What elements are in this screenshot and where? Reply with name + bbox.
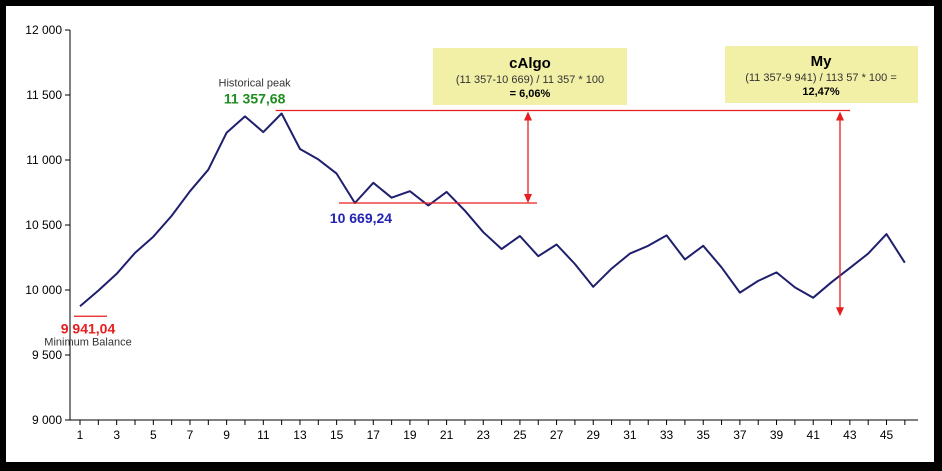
x-tick-label: 41 [807, 428, 821, 442]
y-tick-label: 9 500 [32, 348, 62, 362]
chart-frame: 9 000 9 500 10 000 10 500 11 000 11 500 12 000… [6, 6, 934, 462]
x-tick-label: 1 [77, 428, 84, 442]
calgo-drawdown-arrow [524, 111, 532, 203]
x-tick-label: 9 [223, 428, 230, 442]
x-tick-label: 15 [330, 428, 344, 442]
min-caption: Minimum Balance [44, 336, 131, 348]
y-tick-label: 9 000 [32, 413, 62, 427]
calgo-formula: (11 357-10 669) / 11 357 * 100 [456, 74, 604, 86]
arrow-head-up [524, 111, 532, 121]
x-tick-label: 3 [113, 428, 120, 442]
drawdown-chart: 9 000 9 500 10 000 10 500 11 000 11 500 12 000… [25, 23, 918, 442]
peak-value-label: 11 357,68 [224, 91, 286, 107]
x-axis: 1 3 5 7 9 11 13 15 17 19 21 23 25 27 29 31 33 35 37 39 41 43 4… [77, 420, 906, 442]
y-tick-label: 10 500 [25, 218, 62, 232]
x-tick-label: 11 [257, 428, 270, 442]
x-tick-label: 37 [733, 428, 747, 442]
x-tick-label: 39 [770, 428, 784, 442]
x-tick-label: 29 [587, 428, 601, 442]
x-tick-label: 27 [550, 428, 564, 442]
x-tick-label: 17 [367, 428, 381, 442]
balance-series-line [79, 112, 906, 308]
x-tick-label: 33 [660, 428, 674, 442]
x-tick-label: 25 [513, 428, 527, 442]
y-tick-label: 12 000 [25, 23, 62, 37]
x-tick-label: 43 [843, 428, 857, 442]
x-tick-label: 21 [440, 428, 454, 442]
arrow-head-up [836, 111, 844, 121]
min-value-label: 9 941,04 [61, 320, 116, 336]
calgo-formula-box: cAlgo (11 357-10 669) / 11 357 * 100 = 6… [433, 48, 627, 105]
y-tick-label: 11 000 [26, 153, 62, 167]
my-formula-box: My (11 357-9 941) / 113 57 * 100 = 12,47… [725, 46, 918, 103]
series-layer [79, 112, 906, 308]
x-tick-label: 19 [403, 428, 417, 442]
calgo-title: cAlgo [509, 55, 551, 72]
x-tick-label: 7 [187, 428, 194, 442]
x-tick-label: 45 [880, 428, 894, 442]
x-tick-label: 5 [150, 428, 157, 442]
arrow-head-down [836, 307, 844, 317]
y-tick-label: 10 000 [25, 283, 62, 297]
my-drawdown-arrow [836, 111, 844, 317]
y-axis: 9 000 9 500 10 000 10 500 11 000 11 500 12 000 [25, 23, 70, 427]
calgo-result: = 6,06% [510, 88, 551, 100]
arrow-head-down [524, 193, 532, 203]
calgo-box-bg [433, 48, 627, 105]
my-result: 12,47% [802, 86, 840, 98]
x-tick-label: 23 [477, 428, 491, 442]
my-title: My [811, 53, 832, 70]
my-formula: (11 357-9 941) / 113 57 * 100 = [745, 72, 897, 84]
peak-caption: Historical peak [219, 78, 292, 90]
x-tick-label: 35 [697, 428, 711, 442]
x-tick-label: 31 [623, 428, 637, 442]
y-tick-label: 11 500 [26, 88, 62, 102]
annotations: Historical peak 11 357,68 10 669,24 9 94… [44, 46, 918, 348]
x-tick-label: 13 [293, 428, 307, 442]
my-box-bg [725, 46, 918, 103]
local-min-value-label: 10 669,24 [330, 210, 392, 226]
